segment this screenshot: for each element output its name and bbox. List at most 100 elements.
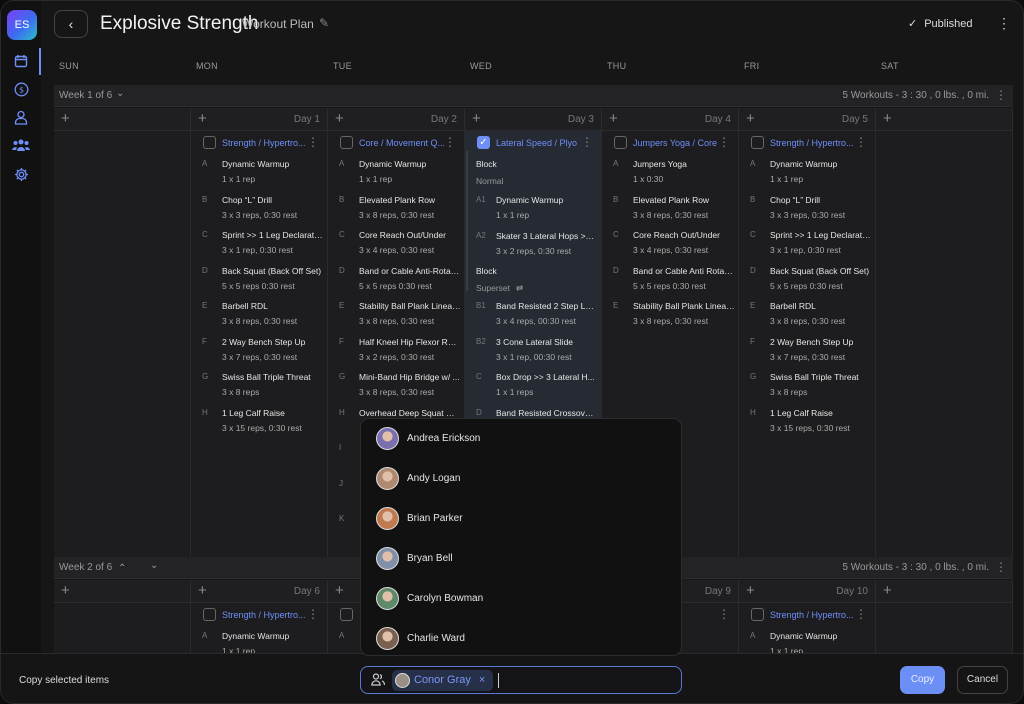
client-search-input[interactable]: Conor Gray ×	[360, 666, 682, 694]
workout-checkbox[interactable]	[340, 608, 353, 621]
exercise-item[interactable]: B Elevated Plank Row 3 x 8 reps, 0:30 rest	[602, 195, 739, 230]
workout-name[interactable]: Strength / Hypertro...	[770, 610, 854, 620]
user-icon[interactable]	[11, 107, 31, 127]
exercise-item[interactable]: F 2 Way Bench Step Up 3 x 7 reps, 0:30 res…	[191, 337, 328, 372]
workout-more-icon[interactable]: ⋮	[855, 135, 867, 149]
add-workout-icon[interactable]: +	[198, 110, 207, 127]
chevron-down-icon[interactable]: ⌄	[150, 560, 159, 571]
published-status[interactable]: ✓ Published	[908, 17, 973, 30]
exercise-item[interactable]: C Sprint >> 1 Leg Declarations 3 x 1 rep, …	[191, 230, 328, 265]
exercise-item[interactable]: A Dynamic Warmup 1 x 1 rep	[191, 631, 328, 653]
exercise-item[interactable]: D Band or Cable Anti Rotati... 5 x 5 reps …	[602, 266, 739, 301]
exercise-item[interactable]: A	[328, 631, 465, 653]
exercise-item[interactable]: H 1 Leg Calf Raise 3 x 15 reps, 0:30 rest	[739, 408, 876, 443]
exercise-item[interactable]: D Back Squat (Back Off Set) 5 x 5 reps 0:3…	[191, 266, 328, 301]
exercise-item[interactable]: E Barbell RDL 3 x 8 reps, 0:30 rest	[191, 301, 328, 336]
client-option[interactable]: Charlie Ward	[376, 625, 465, 651]
workout-name[interactable]: Lateral Speed / Plyo	[496, 138, 578, 148]
add-workout-icon[interactable]: +	[883, 110, 892, 127]
remove-chip-icon[interactable]: ×	[478, 674, 486, 686]
week-more-icon[interactable]: ⋮	[995, 560, 1007, 574]
exercise-item[interactable]: C Core Reach Out/Under 3 x 4 reps, 0:30 re…	[602, 230, 739, 265]
exercise-item[interactable]: A Dynamic Warmup 1 x 1 rep	[191, 159, 328, 194]
more-options-icon[interactable]: ⋮	[997, 15, 1011, 31]
exercise-item[interactable]: A2 Skater 3 Lateral Hops >> ... 3 x 2 reps…	[465, 231, 602, 266]
exercise-item[interactable]: A Dynamic Warmup 1 x 1 rep	[739, 631, 876, 653]
workout-card[interactable]: Strength / Hypertro... ⋮ A Dynamic Warmup 1 …	[191, 131, 328, 557]
exercise-item[interactable]: D Band or Cable Anti-Rotati... 5 x 5 reps …	[328, 266, 465, 301]
client-option[interactable]: Andrea Erickson	[376, 425, 480, 451]
workout-checkbox[interactable]	[751, 136, 764, 149]
workout-name[interactable]: Jumpers Yoga / Core	[633, 138, 718, 148]
workout-more-icon[interactable]: ⋮	[718, 135, 730, 149]
dollar-icon[interactable]: $	[11, 79, 31, 99]
workout-card[interactable]: Strength / Hypertro... ⋮ A Dynamic Warmup 1 …	[191, 603, 328, 653]
week-more-icon[interactable]: ⋮	[995, 88, 1007, 102]
client-option[interactable]: Carolyn Bowman	[376, 585, 483, 611]
workout-more-icon[interactable]: ⋮	[307, 607, 319, 621]
exercise-item[interactable]: D Band Resisted Crossover...	[465, 408, 602, 443]
exercise-item[interactable]: A Jumpers Yoga 1 x 0:30	[602, 159, 739, 194]
workout-checkbox[interactable]: ✓	[477, 136, 490, 149]
workout-more-icon[interactable]: ⋮	[307, 135, 319, 149]
workout-more-icon[interactable]: ⋮	[718, 607, 730, 621]
exercise-item[interactable]: E Barbell RDL 3 x 8 reps, 0:30 rest	[739, 301, 876, 336]
back-button[interactable]: ‹	[54, 10, 88, 38]
exercise-item[interactable]: B Elevated Plank Row 3 x 8 reps, 0:30 rest	[328, 195, 465, 230]
exercise-item[interactable]: J	[328, 479, 465, 514]
logo[interactable]: ES	[7, 10, 37, 40]
workout-more-icon[interactable]: ⋮	[444, 135, 456, 149]
edit-pencil-icon[interactable]: ✎	[319, 16, 330, 30]
workout-more-icon[interactable]: ⋮	[581, 135, 593, 149]
week-label[interactable]: Week 1 of 6	[59, 90, 113, 101]
add-workout-icon[interactable]: +	[198, 582, 207, 599]
exercise-item[interactable]: K	[328, 514, 465, 549]
exercise-item[interactable]: B Chop “L” Drill 3 x 3 reps, 0:30 rest	[191, 195, 328, 230]
workout-checkbox[interactable]	[340, 136, 353, 149]
exercise-item[interactable]: A Dynamic Warmup 1 x 1 rep	[739, 159, 876, 194]
workout-name[interactable]: Strength / Hypertro...	[770, 138, 854, 148]
cancel-button[interactable]: Cancel	[957, 666, 1008, 694]
copy-button[interactable]: Copy	[900, 666, 945, 694]
exercise-item[interactable]: A1 Dynamic Warmup 1 x 1 rep	[465, 195, 602, 230]
exercise-item[interactable]: C Box Drop >> 3 Lateral H... 1 x 1 reps	[465, 372, 602, 407]
workout-card[interactable]: ✓ Lateral Speed / Plyo ⋮ Block Normal A1 Dynam…	[465, 131, 602, 557]
scrollbar[interactable]	[466, 151, 468, 291]
group-icon[interactable]	[11, 135, 31, 155]
exercise-item[interactable]: B1 Band Resisted 2 Step Late... 3 x 4 reps…	[465, 301, 602, 336]
workout-checkbox[interactable]	[614, 136, 627, 149]
workout-name[interactable]: Core / Movement Q...	[359, 138, 446, 148]
add-workout-icon[interactable]: +	[335, 110, 344, 127]
week-label[interactable]: Week 2 of 6	[59, 562, 113, 573]
exercise-item[interactable]: D Back Squat (Back Off Set) 5 x 5 reps 0:3…	[739, 266, 876, 301]
exercise-item[interactable]: E Stability Ball Plank Linear ... 3 x 8 re…	[602, 301, 739, 336]
workout-card[interactable]: Strength / Hypertro... ⋮ A Dynamic Warmup 1 …	[739, 603, 876, 653]
exercise-item[interactable]: E Stability Ball Plank Linear ... 3 x 8 re…	[328, 301, 465, 336]
exercise-item[interactable]: G Swiss Ball Triple Threat 3 x 8 reps	[739, 372, 876, 407]
workout-checkbox[interactable]	[203, 608, 216, 621]
workout-checkbox[interactable]	[203, 136, 216, 149]
exercise-item[interactable]: G Swiss Ball Triple Threat 3 x 8 reps	[191, 372, 328, 407]
exercise-item[interactable]: G Mini-Band Hip Bridge w/ ... 3 x 8 reps, …	[328, 372, 465, 407]
add-workout-icon[interactable]: +	[609, 110, 618, 127]
add-workout-icon[interactable]: +	[61, 110, 70, 127]
client-option[interactable]: Brian Parker	[376, 505, 463, 531]
workout-more-icon[interactable]: ⋮	[855, 607, 867, 621]
exercise-item[interactable]: F Half Kneel Hip Flexor Rais... 3 x 2 reps…	[328, 337, 465, 372]
exercise-item[interactable]: B Chop “L” Drill 3 x 3 reps, 0:30 rest	[739, 195, 876, 230]
exercise-item[interactable]: H 1 Leg Calf Raise 3 x 15 reps, 0:30 rest	[191, 408, 328, 443]
client-option[interactable]: Andy Logan	[376, 465, 460, 491]
exercise-item[interactable]: B2 3 Cone Lateral Slide 3 x 1 rep, 00:30 r…	[465, 337, 602, 372]
exercise-item[interactable]: F 2 Way Bench Step Up 3 x 7 reps, 0:30 res…	[739, 337, 876, 372]
exercise-item[interactable]: C Core Reach Out/Under 3 x 4 reps, 0:30 re…	[328, 230, 465, 265]
add-workout-icon[interactable]: +	[746, 110, 755, 127]
add-workout-icon[interactable]: +	[335, 582, 344, 599]
workout-card[interactable]: Core / Movement Q... ⋮ A Dynamic Warmup 1 x …	[328, 131, 465, 557]
exercise-item[interactable]: I	[328, 443, 465, 478]
gear-icon[interactable]	[11, 164, 31, 184]
add-workout-icon[interactable]: +	[472, 110, 481, 127]
add-workout-icon[interactable]: +	[883, 582, 892, 599]
workout-name[interactable]: Strength / Hypertro...	[222, 610, 306, 620]
workout-checkbox[interactable]	[751, 608, 764, 621]
exercise-item[interactable]: C Sprint >> 1 Leg Declarations 3 x 1 rep, …	[739, 230, 876, 265]
